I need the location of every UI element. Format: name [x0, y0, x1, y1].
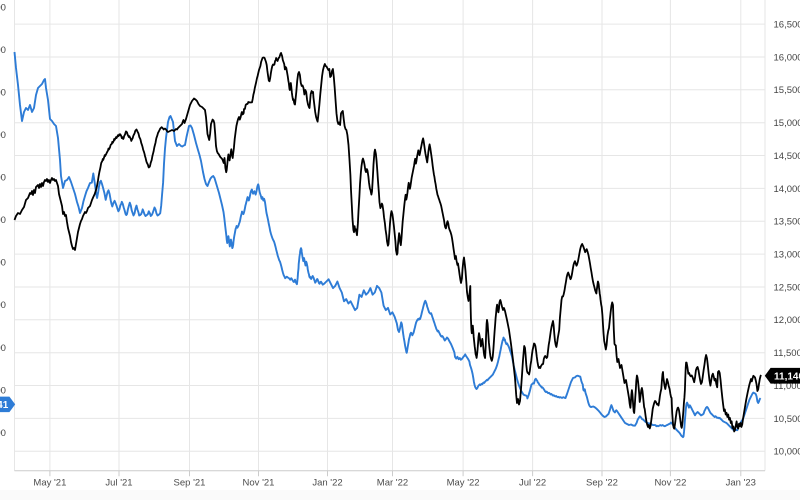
svg-text:0,000: 0,000 [0, 130, 6, 141]
svg-text:14,500: 14,500 [774, 151, 800, 162]
svg-text:16,000: 16,000 [774, 52, 800, 63]
svg-text:12,500: 12,500 [774, 282, 800, 293]
svg-text:11,000: 11,000 [774, 381, 800, 392]
svg-text:13,000: 13,000 [774, 250, 800, 261]
svg-text:Jan '22: Jan '22 [312, 478, 342, 489]
svg-text:15,500: 15,500 [774, 85, 800, 96]
svg-text:0,000: 0,000 [0, 258, 6, 269]
svg-text:12,000: 12,000 [774, 315, 800, 326]
svg-text:Sep '22: Sep '22 [586, 478, 618, 489]
svg-text:Jul '22: Jul '22 [519, 478, 546, 489]
svg-text:2,841: 2,841 [0, 400, 9, 411]
svg-text:Nov '22: Nov '22 [654, 478, 686, 489]
svg-text:0,000: 0,000 [0, 88, 6, 99]
svg-text:11,500: 11,500 [774, 348, 800, 359]
svg-text:16,500: 16,500 [774, 20, 800, 31]
svg-text:Mar '22: Mar '22 [377, 478, 408, 489]
svg-text:0,000: 0,000 [0, 2, 6, 13]
svg-text:0,000: 0,000 [0, 173, 6, 184]
svg-text:Sep '21: Sep '21 [174, 478, 206, 489]
svg-text:0,000: 0,000 [0, 343, 6, 354]
svg-text:May '22: May '22 [447, 478, 480, 489]
svg-text:0,000: 0,000 [0, 428, 6, 439]
svg-text:0,000: 0,000 [0, 385, 6, 396]
svg-text:14,000: 14,000 [774, 184, 800, 195]
svg-text:13,500: 13,500 [774, 217, 800, 228]
svg-text:Jan '23: Jan '23 [726, 478, 756, 489]
svg-text:0,000: 0,000 [0, 45, 6, 56]
svg-text:Nov '21: Nov '21 [243, 478, 275, 489]
svg-text:10,000: 10,000 [774, 447, 800, 458]
svg-text:10,500: 10,500 [774, 414, 800, 425]
svg-text:11,140: 11,140 [774, 371, 800, 382]
svg-text:0,000: 0,000 [0, 300, 6, 311]
svg-text:May '21: May '21 [33, 478, 66, 489]
svg-text:15,000: 15,000 [774, 118, 800, 129]
svg-text:Jul '21: Jul '21 [105, 478, 132, 489]
svg-text:0,000: 0,000 [0, 215, 6, 226]
